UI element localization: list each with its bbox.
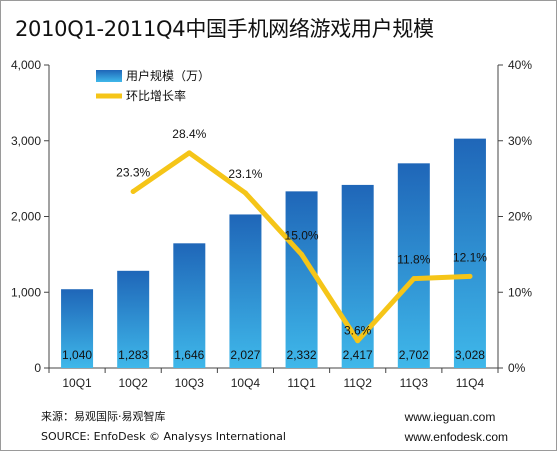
- line-point: [130, 189, 136, 195]
- y-right-tick-label: 20%: [508, 210, 532, 224]
- y-left-tick-label: 1,000: [11, 285, 41, 299]
- bar: [453, 138, 486, 368]
- line-data-label: 3.6%: [344, 324, 372, 338]
- legend-bar-swatch: [96, 70, 122, 82]
- line-data-label: 11.8%: [397, 253, 430, 267]
- line-point: [186, 150, 192, 156]
- source-en: SOURCE: EnfoDesk © Analysys Internationa…: [41, 430, 286, 443]
- y-right-tick-label: 30%: [508, 134, 532, 148]
- bar-data-label: 2,702: [399, 348, 429, 362]
- x-tick-label: 11Q3: [400, 376, 429, 390]
- x-tick-label: 10Q3: [175, 376, 205, 390]
- x-tick-label: 11Q2: [343, 376, 372, 390]
- bar-data-label: 2,027: [230, 348, 260, 362]
- bar-data-label: 3,028: [455, 348, 485, 362]
- bar: [173, 243, 206, 368]
- line-point: [299, 251, 305, 257]
- legend-bar-label: 用户规模（万）: [126, 68, 210, 83]
- line-point: [355, 338, 361, 344]
- bar-data-label: 1,040: [62, 348, 92, 362]
- footer-source: 来源：易观国际·易观智库 SOURCE: EnfoDesk © Analysys…: [41, 407, 286, 447]
- bar: [61, 289, 94, 368]
- x-tick-label: 10Q2: [119, 376, 149, 390]
- bar: [397, 163, 430, 368]
- bar-data-label: 1,646: [174, 348, 204, 362]
- site-link-2[interactable]: www.enfodesk.com: [404, 430, 508, 444]
- y-right-tick-label: 10%: [508, 285, 532, 299]
- bar: [117, 270, 150, 368]
- line-point: [467, 273, 473, 279]
- x-tick-label: 10Q1: [62, 376, 92, 390]
- legend: 用户规模（万） 环比增长率: [96, 68, 210, 103]
- line-point: [411, 276, 417, 282]
- y-left-tick-label: 4,000: [11, 58, 41, 72]
- bar: [229, 214, 262, 368]
- y-left-tick-label: 3,000: [11, 134, 41, 148]
- x-tick-label: 10Q4: [231, 376, 261, 390]
- bar-data-label: 2,332: [287, 348, 317, 362]
- y-left-tick-label: 0: [34, 361, 41, 375]
- y-left-tick-label: 2,000: [11, 210, 41, 224]
- y-right-tick-label: 40%: [508, 58, 532, 72]
- bar-data-label: 1,283: [118, 348, 148, 362]
- source-cn: 来源：易观国际·易观智库: [41, 410, 166, 423]
- chart-svg: 0 0% 1,000 10% 2,000 20% 3,000 30% 4,000 40% 10Q1 1…: [11, 58, 532, 390]
- x-tick-label: 11Q4: [456, 376, 485, 390]
- line-data-label: 15.0%: [285, 228, 319, 242]
- line-point: [242, 190, 248, 196]
- line-data-label: 12.1%: [453, 250, 487, 264]
- bar-data-label: 2,417: [343, 348, 373, 362]
- chart-title: 2010Q1-2011Q4中国手机网络游戏用户规模: [15, 17, 434, 41]
- line-data-label: 23.1%: [228, 167, 262, 181]
- y-right-tick-label: 0%: [508, 361, 526, 375]
- legend-line-label: 环比增长率: [126, 88, 186, 103]
- footer-sites: www.ieguan.com www.enfodesk.com: [405, 407, 508, 447]
- bar: [285, 191, 318, 368]
- line-data-label: 28.4%: [172, 127, 206, 141]
- x-tick-label: 11Q1: [287, 376, 316, 390]
- line-data-label: 23.3%: [116, 166, 150, 180]
- site-link-1[interactable]: www.ieguan.com: [404, 410, 496, 424]
